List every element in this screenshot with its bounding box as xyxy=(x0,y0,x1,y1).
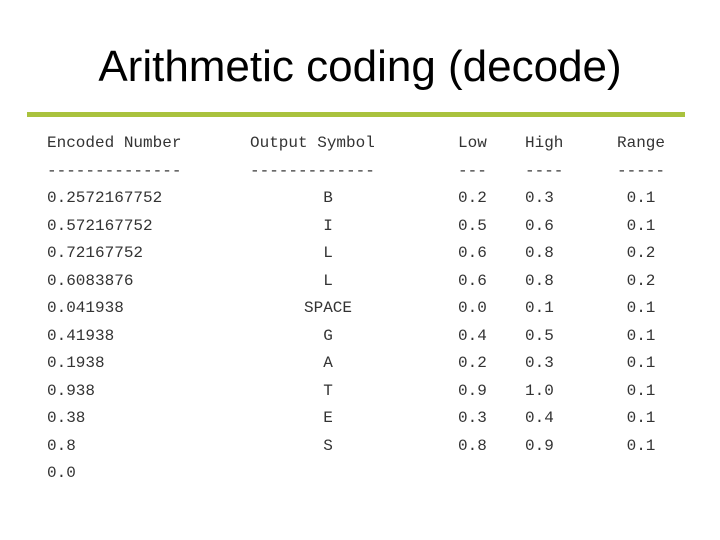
table-row: 0.938 T 0.9 1.0 0.1 xyxy=(0,378,720,406)
table-row: 0.2572167752 B 0.2 0.3 0.1 xyxy=(0,185,720,213)
high-value: 0.1 xyxy=(525,299,554,317)
high-value: 0.4 xyxy=(525,409,554,427)
range-value: 0.1 xyxy=(626,326,656,345)
range-value: 0.1 xyxy=(626,216,656,235)
header-encoded-number: Encoded Number xyxy=(47,134,182,152)
high-value: 0.8 xyxy=(525,271,554,290)
encoded-number-value: 0.2572167752 xyxy=(47,189,163,207)
table-row: 0.41938 G 0.4 0.5 0.1 xyxy=(0,323,720,351)
low-value: 0.2 xyxy=(458,189,487,207)
low-value: 0.5 xyxy=(458,216,487,235)
underline-encoded-number: -------------- xyxy=(47,161,182,180)
range-value: 0.1 xyxy=(626,436,656,455)
table-row: 0.041938 SPACE 0.0 0.1 0.1 xyxy=(0,295,720,323)
high-value: 0.5 xyxy=(525,326,554,345)
low-value: 0.6 xyxy=(458,271,487,290)
underline-range: ----- xyxy=(617,161,666,180)
encoded-number-value: 0.572167752 xyxy=(47,216,153,235)
encoded-number-value: 0.8 xyxy=(47,436,76,455)
table-row: 0.72167752 L 0.6 0.8 0.2 xyxy=(0,240,720,268)
low-value: 0.3 xyxy=(458,409,487,427)
table-row: 0.572167752 I 0.5 0.6 0.1 xyxy=(0,213,720,241)
output-symbol-value: S xyxy=(323,436,333,455)
encoded-number-value: 0.041938 xyxy=(47,299,124,317)
output-symbol-value: T xyxy=(323,381,333,400)
range-value: 0.1 xyxy=(626,381,656,400)
underline-low: --- xyxy=(458,161,487,180)
table-row: 0.1938 A 0.2 0.3 0.1 xyxy=(0,350,720,378)
encoded-number-value: 0.38 xyxy=(47,409,86,427)
encoded-number-value: 0.41938 xyxy=(47,326,115,345)
range-value: 0.1 xyxy=(626,409,656,427)
high-value: 1.0 xyxy=(525,381,554,400)
range-value: 0.2 xyxy=(626,271,656,290)
low-value: 0.6 xyxy=(458,244,487,262)
low-value: 0.9 xyxy=(458,381,487,400)
underline-output-symbol: ------------- xyxy=(250,161,375,180)
table-header-row: Encoded Number Output Symbol Low High Ra… xyxy=(0,130,720,158)
range-value: 0.1 xyxy=(626,299,656,317)
underline-high: ---- xyxy=(525,161,564,180)
table-row: 0.0 xyxy=(0,460,720,488)
output-symbol-value: I xyxy=(323,216,333,235)
high-value: 0.9 xyxy=(525,436,554,455)
high-value: 0.8 xyxy=(525,244,554,262)
header-high: High xyxy=(525,134,564,152)
encoded-number-value: 0.72167752 xyxy=(47,244,144,262)
table-row: 0.8 S 0.8 0.9 0.1 xyxy=(0,433,720,461)
range-value: 0.1 xyxy=(626,189,656,207)
output-symbol-value: A xyxy=(323,354,333,372)
low-value: 0.2 xyxy=(458,354,487,372)
output-symbol-value: L xyxy=(323,271,333,290)
low-value: 0.4 xyxy=(458,326,487,345)
output-symbol-value: E xyxy=(323,409,333,427)
high-value: 0.6 xyxy=(525,216,554,235)
range-value: 0.2 xyxy=(626,244,656,262)
high-value: 0.3 xyxy=(525,189,554,207)
high-value: 0.3 xyxy=(525,354,554,372)
header-low: Low xyxy=(458,134,487,152)
table-row: 0.38 E 0.3 0.4 0.1 xyxy=(0,405,720,433)
decode-table: Encoded Number Output Symbol Low High Ra… xyxy=(0,130,720,488)
table-row: 0.6083876 L 0.6 0.8 0.2 xyxy=(0,268,720,296)
encoded-number-value: 0.938 xyxy=(47,381,96,400)
encoded-number-value: 0.1938 xyxy=(47,354,105,372)
output-symbol-value: SPACE xyxy=(303,299,352,317)
output-symbol-value: L xyxy=(323,244,333,262)
output-symbol-value: G xyxy=(323,326,333,345)
header-range: Range xyxy=(617,134,666,152)
header-output-symbol: Output Symbol xyxy=(250,134,375,152)
output-symbol-value: B xyxy=(323,189,333,207)
low-value: 0.8 xyxy=(458,436,487,455)
encoded-number-value: 0.0 xyxy=(47,464,76,482)
table-header-underline-row: -------------- ------------- --- ---- --… xyxy=(0,158,720,186)
range-value: 0.1 xyxy=(626,354,656,372)
encoded-number-value: 0.6083876 xyxy=(47,271,134,290)
low-value: 0.0 xyxy=(458,299,487,317)
slide-title: Arithmetic coding (decode) xyxy=(98,42,622,91)
title-underline-rule xyxy=(27,112,685,117)
